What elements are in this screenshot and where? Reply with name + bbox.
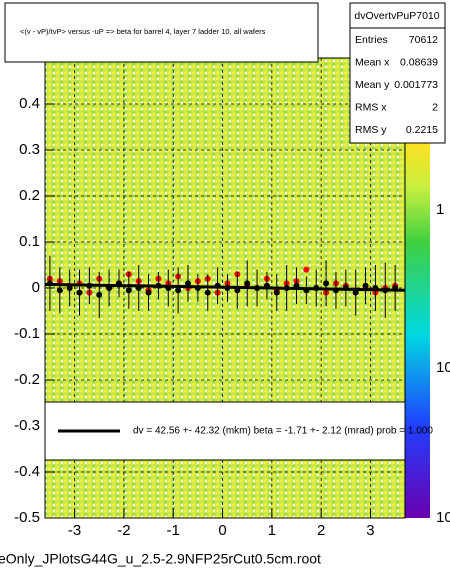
y-tick-label: 0 bbox=[32, 279, 40, 296]
y-tick-label: -0.2 bbox=[14, 371, 40, 388]
point bbox=[273, 289, 280, 296]
fit-line bbox=[44, 282, 406, 292]
point bbox=[352, 289, 359, 296]
x-tick-label: 1 bbox=[268, 522, 276, 539]
legend-text: dv = 42.56 +- 42.32 (mkm) beta = -1.71 +… bbox=[133, 426, 433, 437]
stats-value: 70612 bbox=[409, 34, 438, 46]
x-tick-label: 3 bbox=[366, 522, 374, 539]
stats-label: RMS x bbox=[355, 101, 387, 113]
y-tick-label: 0.2 bbox=[19, 187, 40, 204]
filename: eOnly_JPlotsG44G_u_2.5-2.9NFP25rCut0.5cm… bbox=[0, 551, 321, 567]
x-tick-label: 2 bbox=[317, 522, 325, 539]
point bbox=[175, 287, 182, 294]
point bbox=[303, 266, 310, 273]
chart-title: <(v - vP)/tvP> versus -uP => beta for ba… bbox=[20, 27, 266, 36]
stats-value: 0.08639 bbox=[400, 56, 438, 68]
stats-label: Entries bbox=[355, 34, 388, 46]
y-tick-label: 0.4 bbox=[19, 95, 40, 112]
stats-label: Mean y bbox=[355, 79, 390, 91]
point bbox=[323, 280, 330, 287]
stats-value: 0.001773 bbox=[394, 79, 438, 91]
stats-value: 2 bbox=[432, 101, 438, 113]
y-tick-label: -0.4 bbox=[14, 463, 40, 480]
colorbar-label: 10 bbox=[436, 509, 450, 526]
point bbox=[96, 291, 103, 298]
point bbox=[76, 289, 83, 296]
point bbox=[204, 289, 211, 296]
y-tick-label: 0.3 bbox=[19, 141, 40, 158]
point bbox=[145, 289, 152, 296]
stats-value: 0.2215 bbox=[406, 124, 438, 136]
y-tick-label: -0.1 bbox=[14, 325, 40, 342]
point bbox=[362, 282, 369, 289]
point bbox=[56, 287, 63, 294]
x-tick-label: 0 bbox=[218, 522, 226, 539]
stats-label: Mean x bbox=[355, 56, 390, 68]
stats-title: dvOvertvPuP7010 bbox=[354, 10, 439, 22]
point bbox=[244, 280, 251, 287]
y-tick-label: -0.5 bbox=[14, 509, 40, 526]
y-tick-label: 0.1 bbox=[19, 233, 40, 250]
x-tick-label: -2 bbox=[117, 522, 130, 539]
point bbox=[66, 285, 73, 291]
x-tick-label: -3 bbox=[68, 522, 81, 539]
point bbox=[125, 287, 132, 294]
y-tick-label: -0.3 bbox=[14, 417, 40, 434]
x-tick-label: -1 bbox=[167, 522, 180, 539]
stats-box bbox=[349, 2, 446, 144]
stats-label: RMS y bbox=[355, 124, 387, 136]
colorbar-label: 10 bbox=[436, 359, 450, 376]
title-box bbox=[4, 2, 319, 63]
colorbar-label: 1 bbox=[436, 201, 444, 218]
point bbox=[185, 280, 192, 287]
